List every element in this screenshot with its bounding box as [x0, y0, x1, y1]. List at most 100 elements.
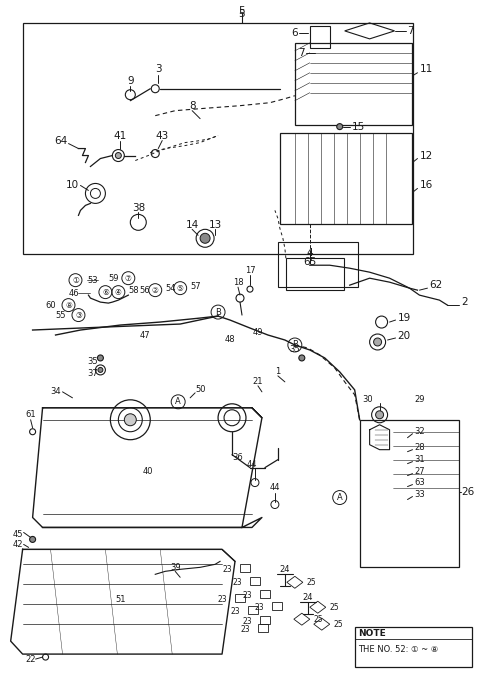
Text: 25: 25: [334, 620, 343, 629]
Circle shape: [336, 123, 343, 129]
Text: 60: 60: [45, 300, 56, 310]
Text: 16: 16: [420, 180, 433, 191]
Bar: [360, 420, 459, 567]
Text: THE NO. 52: ① ~ ⑧: THE NO. 52: ① ~ ⑧: [358, 645, 438, 654]
Text: ④: ④: [115, 287, 122, 297]
Text: 25: 25: [307, 578, 316, 586]
Text: 12: 12: [420, 151, 433, 161]
Bar: [258, 624, 268, 632]
Text: ⑤: ⑤: [177, 283, 184, 293]
Text: 15: 15: [352, 121, 365, 132]
Text: 1: 1: [275, 367, 280, 376]
Text: 40: 40: [143, 467, 154, 476]
Text: 32: 32: [415, 427, 425, 436]
Text: 38: 38: [132, 203, 145, 214]
Text: NOTE: NOTE: [358, 629, 385, 637]
Text: 41: 41: [114, 131, 127, 140]
Bar: [248, 606, 258, 614]
Text: 50: 50: [195, 385, 205, 395]
Text: 37: 37: [87, 370, 98, 378]
Text: 19: 19: [397, 313, 411, 323]
Text: 3: 3: [155, 64, 162, 74]
Text: 23: 23: [222, 565, 232, 574]
Text: 4: 4: [307, 248, 313, 258]
Bar: [286, 258, 344, 290]
Text: 7: 7: [408, 26, 414, 36]
Bar: [295, 43, 412, 125]
Text: 13: 13: [208, 220, 222, 231]
Text: ①: ①: [72, 276, 79, 285]
Text: 10: 10: [66, 180, 79, 191]
Circle shape: [115, 153, 121, 159]
Circle shape: [97, 355, 103, 361]
Text: 59: 59: [108, 274, 119, 283]
Text: 23: 23: [240, 624, 250, 634]
Text: 23: 23: [232, 578, 242, 586]
Text: 42: 42: [12, 540, 23, 549]
Circle shape: [30, 536, 36, 542]
Text: 44: 44: [247, 460, 257, 469]
Circle shape: [376, 411, 384, 419]
Text: A: A: [175, 397, 181, 406]
Bar: [272, 602, 282, 610]
Text: 28: 28: [415, 443, 425, 452]
Text: 25: 25: [330, 603, 339, 612]
Circle shape: [373, 338, 382, 346]
Bar: [310, 26, 330, 48]
Text: 56: 56: [139, 285, 150, 295]
Circle shape: [124, 414, 136, 426]
Text: 35: 35: [289, 346, 300, 355]
Text: 23: 23: [242, 591, 252, 600]
Text: 53: 53: [87, 276, 98, 285]
Text: 24: 24: [280, 565, 290, 574]
Text: 23: 23: [217, 595, 227, 603]
Text: B: B: [292, 340, 298, 349]
Text: 35: 35: [87, 357, 98, 366]
Text: 36: 36: [233, 453, 243, 462]
Text: 61: 61: [25, 410, 36, 419]
Text: 45: 45: [12, 530, 23, 539]
Text: 30: 30: [362, 395, 373, 404]
Text: 25: 25: [314, 615, 324, 624]
Text: 65: 65: [303, 257, 316, 267]
Bar: [235, 594, 245, 602]
Text: 26: 26: [461, 487, 475, 496]
Text: 44: 44: [270, 483, 280, 492]
Text: 58: 58: [128, 285, 139, 295]
Bar: [280, 133, 412, 224]
Text: 24: 24: [302, 593, 313, 602]
Text: 21: 21: [252, 378, 263, 386]
Text: 39: 39: [170, 563, 180, 572]
Text: 14: 14: [185, 220, 199, 231]
Text: 7: 7: [298, 48, 305, 58]
Text: 34: 34: [50, 387, 61, 397]
Text: 29: 29: [415, 395, 425, 404]
Text: 5: 5: [239, 9, 245, 19]
Text: 27: 27: [415, 467, 425, 476]
Text: B: B: [215, 308, 221, 317]
Text: 47: 47: [140, 330, 151, 340]
Text: ②: ②: [152, 285, 159, 295]
Bar: [250, 577, 260, 585]
Text: 49: 49: [252, 327, 263, 336]
Text: 54: 54: [165, 283, 176, 293]
Text: 62: 62: [430, 280, 443, 290]
Text: 17: 17: [245, 266, 255, 275]
Text: 64: 64: [54, 136, 67, 146]
Text: 48: 48: [225, 336, 235, 344]
Text: 57: 57: [190, 281, 201, 291]
Text: 51: 51: [115, 595, 126, 603]
Text: 9: 9: [127, 76, 133, 85]
Bar: [260, 591, 270, 598]
Text: 22: 22: [25, 654, 36, 664]
Text: 63: 63: [415, 478, 425, 487]
Text: 8: 8: [189, 100, 195, 111]
Text: ⑥: ⑥: [102, 287, 109, 297]
Text: 43: 43: [156, 131, 169, 140]
Text: 46: 46: [69, 289, 79, 298]
Bar: [355, 627, 472, 667]
Circle shape: [299, 355, 305, 361]
Text: ③: ③: [75, 311, 82, 319]
Circle shape: [200, 233, 210, 243]
Text: 31: 31: [415, 455, 425, 464]
